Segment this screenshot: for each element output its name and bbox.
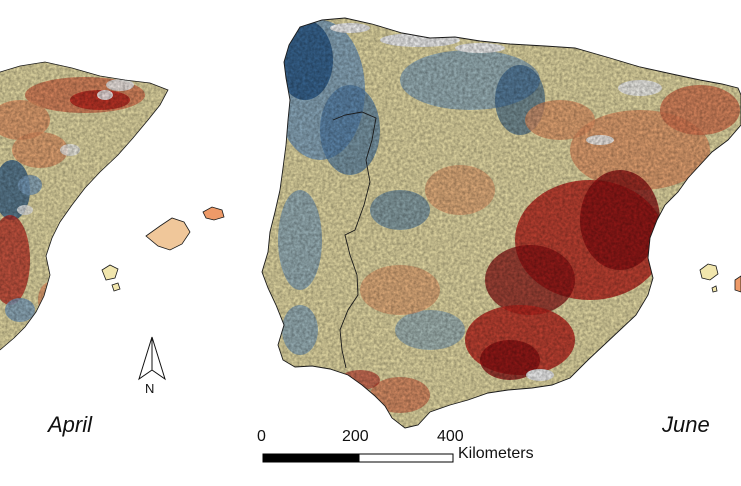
- scale-bar-icon: [262, 453, 454, 463]
- scale-tick-0: 0: [257, 428, 266, 445]
- north-arrow-icon: [138, 336, 166, 381]
- panel-label-april: April: [48, 412, 93, 437]
- balearic-islands-right: [699, 263, 741, 293]
- panel-label-june: June: [662, 412, 710, 437]
- scale-tick-200: 200: [342, 428, 369, 445]
- april-map: [0, 61, 169, 351]
- balearic-islands-left: [101, 206, 225, 292]
- north-arrow-label: N: [145, 381, 155, 396]
- june-map: [261, 17, 741, 429]
- scale-unit-label: Kilometers: [458, 445, 534, 462]
- scale-tick-400: 400: [437, 428, 464, 445]
